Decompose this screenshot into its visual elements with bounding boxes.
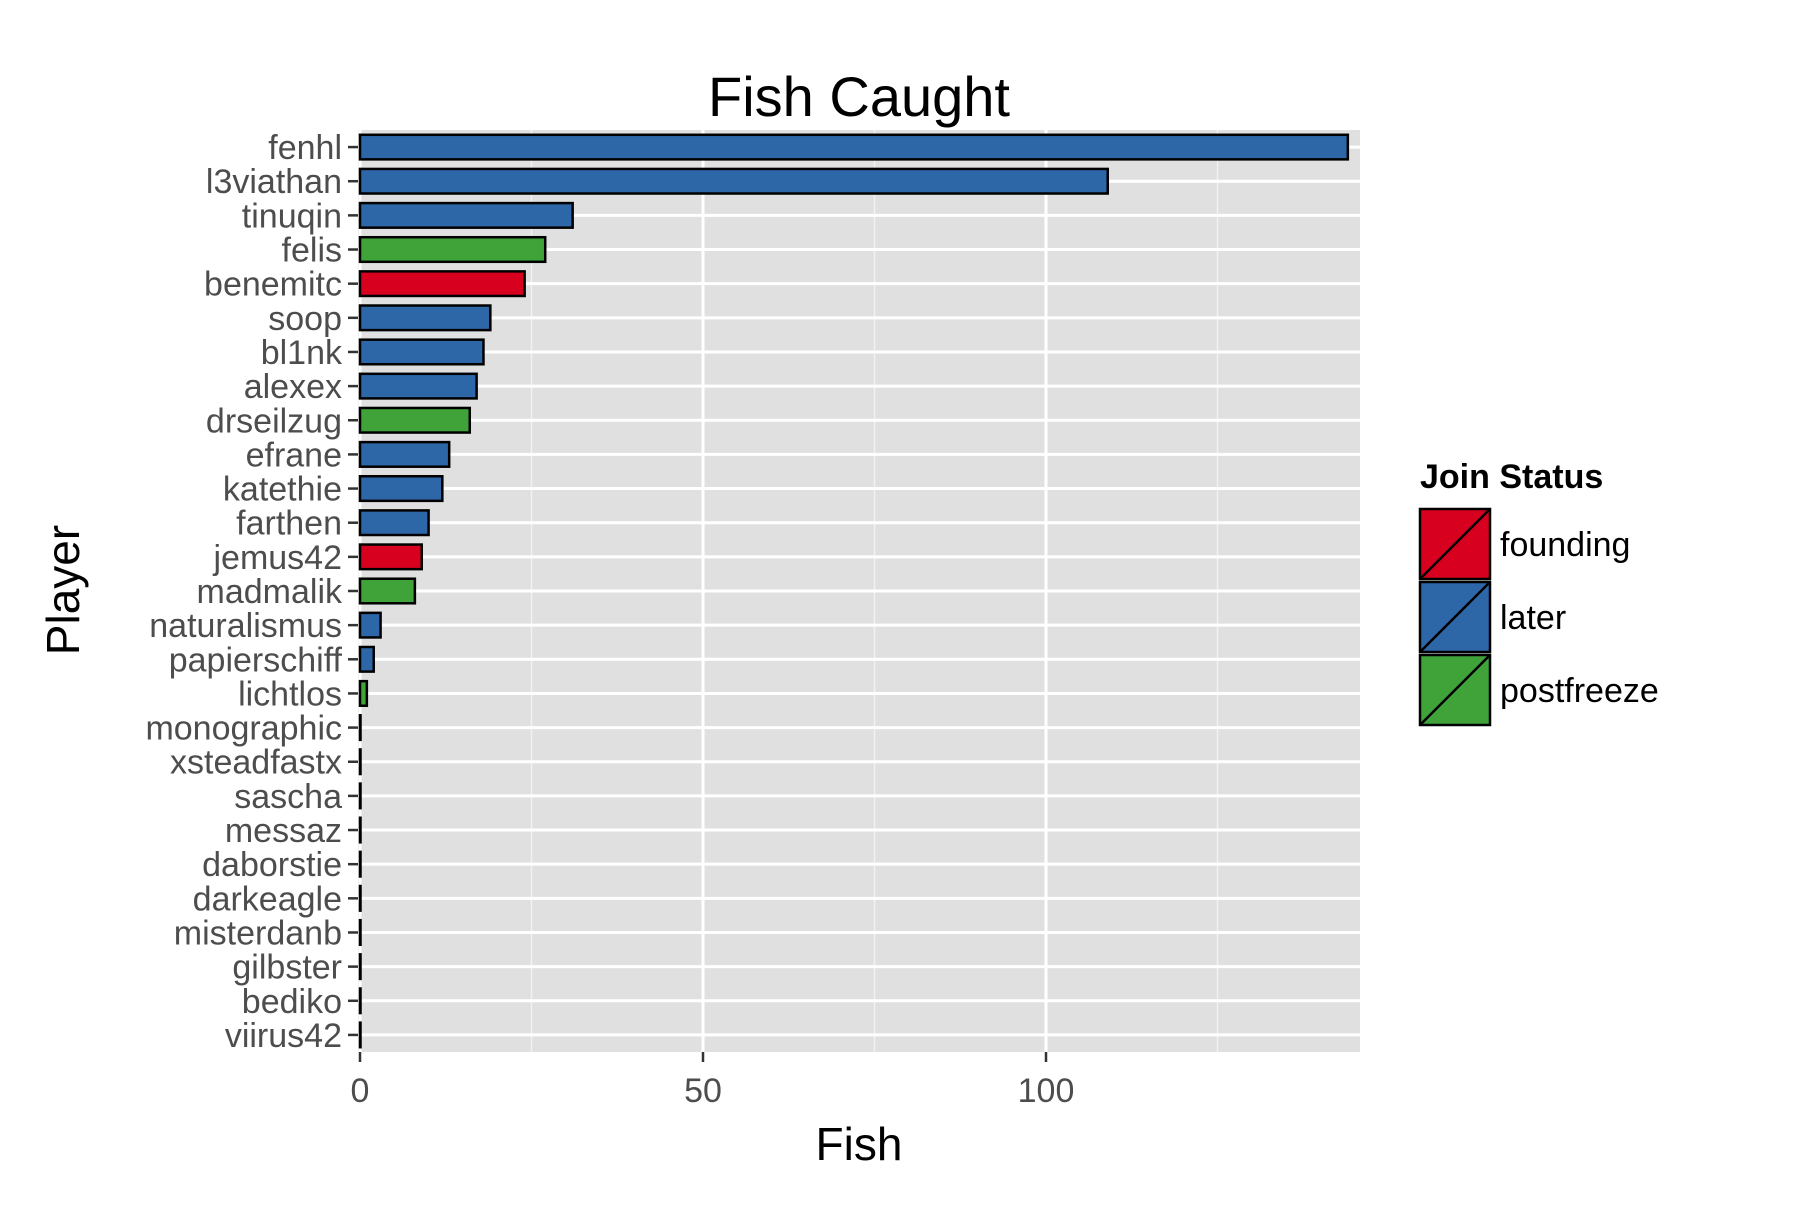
bar-l3viathan bbox=[358, 167, 1109, 195]
y-tick-label: l3viathan bbox=[206, 163, 342, 201]
legend-label-later: later bbox=[1500, 599, 1566, 637]
bar-jemus42 bbox=[358, 543, 423, 571]
y-tick-label: fenhl bbox=[268, 129, 342, 167]
y-tick-label: benemitc bbox=[204, 266, 342, 304]
bar-naturalismus bbox=[358, 611, 382, 639]
x-axis-title: Fish bbox=[816, 1118, 903, 1170]
legend-title: Join Status bbox=[1420, 458, 1603, 496]
y-tick-label: farthen bbox=[236, 505, 342, 543]
bar-gilbster bbox=[358, 953, 362, 981]
y-tick-label: misterdanb bbox=[174, 914, 342, 952]
y-tick-label: viirus42 bbox=[225, 1017, 342, 1055]
bar-drseilzug bbox=[358, 406, 472, 434]
legend-key-diagonal bbox=[1419, 654, 1491, 726]
bar-sascha bbox=[358, 782, 362, 810]
bar-soop bbox=[358, 304, 492, 332]
y-tick-label: daborstie bbox=[202, 846, 342, 884]
bar-farthen bbox=[358, 509, 430, 537]
bar-daborstie bbox=[358, 850, 362, 878]
bar-felis bbox=[358, 235, 547, 264]
x-tick-label: 0 bbox=[351, 1072, 370, 1110]
x-axis: 0 50 100 bbox=[351, 1052, 1075, 1110]
bar-misterdanb bbox=[358, 918, 362, 947]
bar-katethie bbox=[358, 475, 444, 503]
bar-lichtlos bbox=[358, 679, 369, 707]
legend-items: founding later postfreeze bbox=[1418, 507, 1659, 727]
y-tick-label: drseilzug bbox=[206, 402, 342, 440]
y-tick-label: darkeagle bbox=[193, 880, 342, 918]
x-tick-label: 100 bbox=[1018, 1072, 1075, 1110]
chart-title: Fish Caught bbox=[708, 65, 1010, 128]
legend-label-postfreeze: postfreeze bbox=[1500, 672, 1659, 710]
bar-monographic bbox=[358, 714, 362, 742]
y-tick-label: efrane bbox=[246, 436, 342, 474]
y-tick-label: bediko bbox=[242, 983, 342, 1021]
y-tick-label: xsteadfastx bbox=[170, 744, 342, 782]
bar-benemitc bbox=[358, 270, 526, 298]
bar-papierschiff bbox=[358, 645, 375, 673]
y-axis: fenhll3viathantinuqinfelisbenemitcsoopbl… bbox=[145, 129, 358, 1055]
y-tick-label: jemus42 bbox=[212, 539, 342, 577]
x-tick-label: 50 bbox=[684, 1072, 722, 1110]
bar-darkeagle bbox=[358, 884, 362, 912]
bar-fenhl bbox=[358, 133, 1350, 161]
y-tick-label: sascha bbox=[234, 778, 342, 816]
bar-bl1nk bbox=[358, 338, 485, 366]
y-tick-label: naturalismus bbox=[149, 607, 342, 645]
legend-label-founding: founding bbox=[1500, 526, 1630, 564]
y-tick-label: lichtlos bbox=[238, 675, 342, 713]
bar-viirus42 bbox=[358, 1021, 362, 1049]
y-tick-label: felis bbox=[282, 232, 342, 270]
bar-madmalik bbox=[358, 577, 417, 605]
bar-efrane bbox=[358, 440, 451, 468]
y-axis-title: Player bbox=[37, 525, 89, 655]
bar-xsteadfastx bbox=[358, 748, 362, 776]
y-tick-label: bl1nk bbox=[261, 334, 343, 372]
y-tick-label: monographic bbox=[145, 710, 342, 748]
y-tick-label: soop bbox=[268, 300, 342, 338]
bar-alexex bbox=[358, 372, 478, 400]
legend-key-diagonal bbox=[1419, 581, 1491, 653]
legend-key-diagonal bbox=[1419, 508, 1491, 580]
y-tick-label: tinuqin bbox=[242, 197, 342, 235]
bar-tinuqin bbox=[358, 201, 574, 229]
y-tick-label: messaz bbox=[225, 812, 342, 850]
y-tick-label: alexex bbox=[244, 368, 342, 406]
bar-bediko bbox=[358, 987, 362, 1015]
y-tick-label: katethie bbox=[223, 471, 342, 509]
y-tick-label: gilbster bbox=[232, 949, 342, 987]
bar-messaz bbox=[358, 816, 362, 844]
legend: Join Status founding later postfreeze bbox=[1418, 458, 1659, 727]
y-tick-label: madmalik bbox=[197, 573, 343, 611]
y-tick-label: papierschiff bbox=[169, 641, 343, 679]
bars bbox=[358, 133, 1350, 1049]
